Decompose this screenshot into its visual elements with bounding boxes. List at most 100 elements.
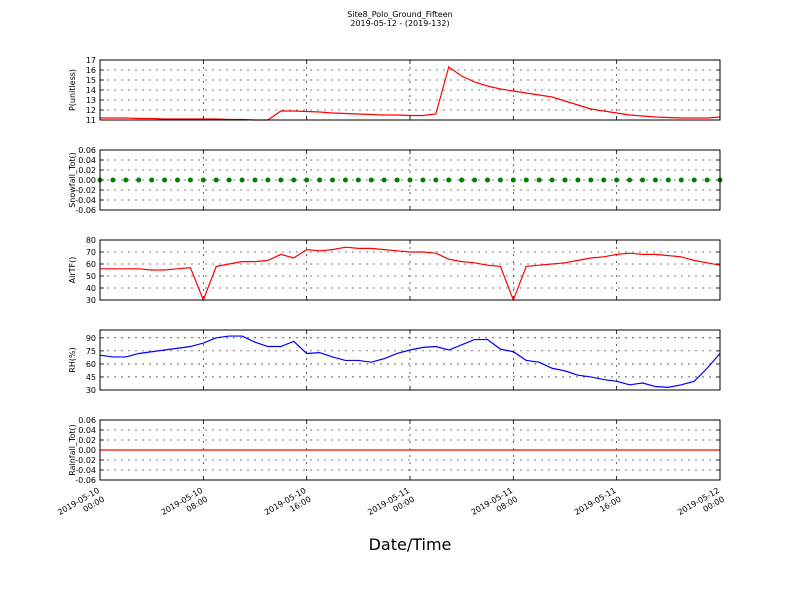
y-tick-label: 0.06 (78, 146, 96, 155)
y-tick-label: -0.06 (75, 206, 96, 215)
y-tick-label: -0.04 (75, 196, 96, 205)
data-point (368, 177, 374, 183)
data-point (588, 177, 594, 183)
data-point (175, 177, 180, 183)
data-point (187, 177, 193, 183)
x-tick-label: 2019-05-1200:00 (676, 486, 726, 526)
data-point (226, 177, 232, 183)
data-point (614, 177, 620, 183)
y-tick-label: -0.02 (75, 186, 96, 195)
data-point (291, 177, 297, 183)
y-tick-label: 0.06 (78, 416, 96, 425)
y-tick-label: 90 (86, 334, 96, 343)
data-point (265, 177, 271, 183)
data-point (472, 177, 478, 183)
data-point (549, 177, 555, 183)
x-tick-label: 2019-05-1016:00 (263, 486, 313, 526)
data-point (239, 177, 245, 183)
x-tick-label: 2019-05-1008:00 (160, 486, 210, 526)
data-point (691, 177, 697, 183)
y-tick-label: 60 (86, 360, 96, 369)
y-tick-label: 0.02 (78, 436, 96, 445)
y-tick-label: 50 (86, 272, 96, 281)
x-axis-label: Date/Time (369, 535, 452, 554)
y-tick-label: 60 (86, 260, 96, 269)
y-axis-label: P(unitless) (68, 69, 77, 111)
x-tick-label: 2019-05-1108:00 (470, 486, 520, 526)
y-tick-label: 0.00 (78, 176, 96, 185)
y-axis-label: Snowfall_Tot() (68, 152, 77, 208)
y-tick-label: 30 (86, 296, 96, 305)
data-line (100, 66, 721, 121)
axes-frame (99, 329, 721, 391)
data-point (627, 177, 633, 183)
data-point (652, 177, 658, 183)
data-point (252, 177, 258, 183)
x-tick-label: 2019-05-1116:00 (573, 486, 623, 526)
axes-frame (99, 149, 721, 211)
y-axis-label: RH(%) (68, 347, 77, 372)
chart-title: Site8_Polo_Ground_Fifteen (347, 10, 452, 19)
data-point (485, 177, 490, 183)
data-point (304, 177, 310, 183)
y-axis-label: Rainfall_Tot() (68, 424, 77, 476)
data-point (317, 177, 323, 183)
data-point (149, 177, 155, 183)
data-point (459, 177, 465, 183)
data-point (640, 177, 645, 183)
y-tick-label: 11 (86, 116, 96, 125)
y-tick-label: -0.04 (75, 466, 96, 475)
data-point (510, 177, 516, 183)
axes-frame (99, 239, 721, 301)
y-tick-label: 17 (86, 56, 96, 65)
y-tick-label: 70 (86, 248, 96, 257)
data-point (200, 177, 206, 183)
y-tick-label: 75 (86, 347, 96, 356)
y-axis-label: AirTF() (68, 257, 77, 284)
x-tick-label: 2019-05-1100:00 (366, 486, 416, 526)
y-tick-label: -0.02 (75, 456, 96, 465)
data-point (355, 177, 361, 183)
data-point (394, 177, 400, 183)
axes-frame (99, 419, 721, 481)
data-point (704, 177, 710, 183)
y-tick-label: 80 (86, 236, 96, 245)
data-point (678, 177, 684, 183)
data-point (523, 177, 529, 183)
data-point (562, 177, 568, 183)
data-point (420, 177, 426, 183)
y-tick-label: 15 (86, 76, 96, 85)
y-tick-label: 16 (86, 66, 96, 75)
data-point (433, 177, 439, 183)
data-point (342, 177, 348, 183)
data-point (446, 177, 452, 183)
axes-frame (99, 59, 721, 121)
x-tick-label: 2019-05-1000:00 (56, 486, 106, 526)
data-point (123, 177, 129, 183)
y-tick-label: 0.02 (78, 166, 96, 175)
data-point (497, 177, 503, 183)
y-tick-label: 13 (86, 96, 96, 105)
data-point (536, 177, 542, 183)
data-point (601, 177, 607, 183)
data-point (278, 177, 284, 183)
data-point (213, 177, 219, 183)
y-tick-label: 0.00 (78, 446, 96, 455)
data-point (162, 177, 168, 183)
y-tick-label: 14 (86, 86, 96, 95)
data-point (381, 177, 387, 183)
data-line (99, 335, 721, 388)
data-point (575, 177, 581, 183)
data-point (665, 177, 671, 183)
data-point (407, 177, 413, 183)
y-tick-label: 0.04 (78, 426, 96, 435)
y-tick-label: 45 (86, 373, 96, 382)
data-point (110, 177, 116, 183)
data-point (330, 177, 335, 183)
y-tick-label: 0.04 (78, 156, 96, 165)
y-tick-label: 30 (86, 386, 96, 395)
data-point (136, 177, 142, 183)
y-tick-label: -0.06 (75, 476, 96, 485)
y-tick-label: 40 (86, 284, 96, 293)
